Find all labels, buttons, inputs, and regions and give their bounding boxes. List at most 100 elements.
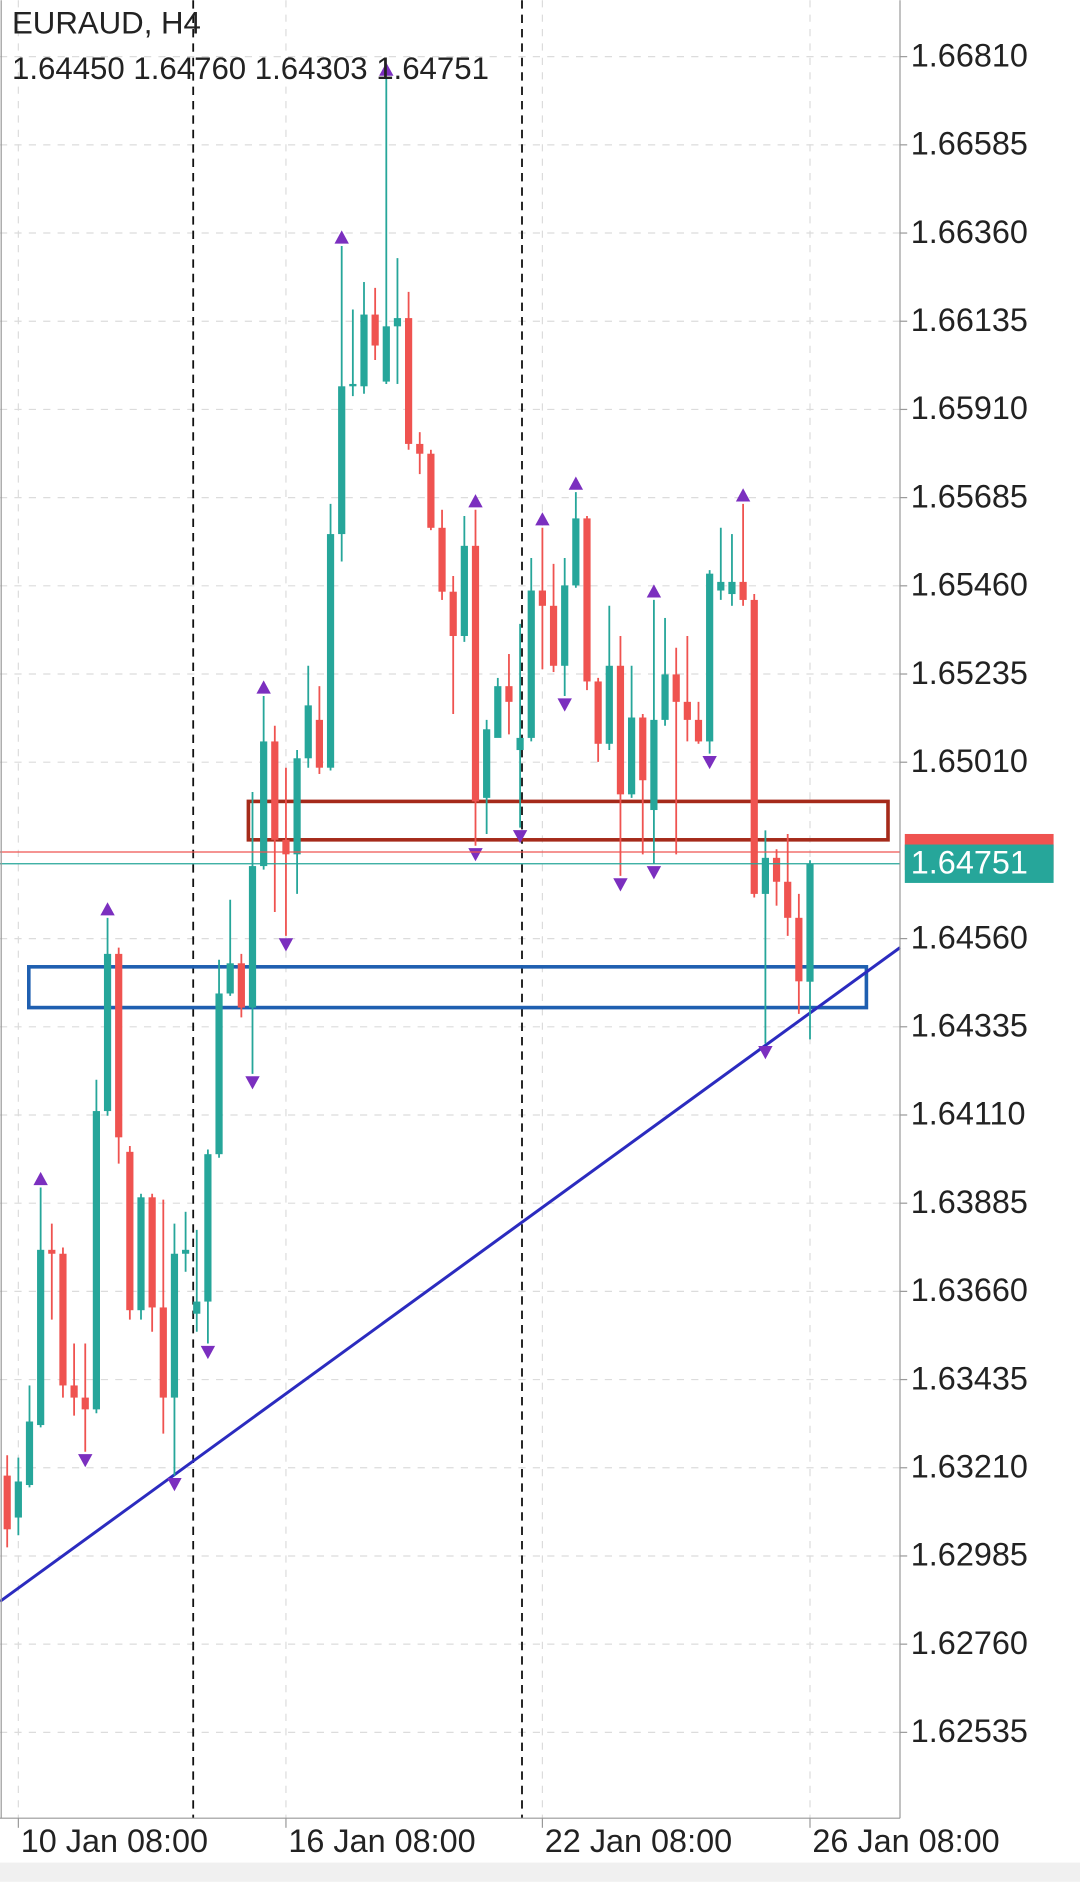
fractal-up xyxy=(568,476,584,490)
fractal-up xyxy=(379,62,394,76)
plot xyxy=(0,62,901,1603)
candle-body xyxy=(616,665,625,795)
candle-body xyxy=(594,681,602,744)
x-tick-label: 10 Jan 08:00 xyxy=(21,1823,208,1859)
candle-body xyxy=(371,314,379,346)
fractal-up xyxy=(334,230,349,244)
fractal-up xyxy=(256,680,271,694)
candle-body xyxy=(650,719,658,811)
candle-body xyxy=(672,674,680,702)
fractal-down xyxy=(512,830,528,844)
candle-body xyxy=(215,993,223,1155)
candle-body xyxy=(260,741,268,867)
candle-body xyxy=(14,1481,22,1518)
x-tick-label: 16 Jan 08:00 xyxy=(288,1823,475,1859)
candle-body xyxy=(48,1249,56,1254)
ohlc: 1.64450 1.64760 1.64303 1.64751 xyxy=(12,51,489,86)
candle-body xyxy=(628,717,636,795)
candle-body xyxy=(561,585,569,666)
fractal-up xyxy=(33,1171,48,1186)
y-tick-label: 1.64560 xyxy=(911,919,1028,955)
candle-body xyxy=(193,1301,201,1314)
fractal-up xyxy=(100,902,115,916)
candle-body xyxy=(137,1197,145,1311)
candle-body xyxy=(449,591,457,636)
candle-body xyxy=(438,527,446,592)
fractal-up xyxy=(735,488,751,502)
candle-body xyxy=(338,386,346,535)
candle-body xyxy=(182,1249,190,1254)
candle-body xyxy=(326,534,335,768)
zone xyxy=(26,965,869,1010)
y-tick-label: 1.65460 xyxy=(911,567,1028,603)
y-tick-label: 1.66360 xyxy=(911,214,1028,250)
candle-body xyxy=(25,1421,34,1486)
candle-body xyxy=(159,1307,167,1398)
candle-body xyxy=(706,573,714,742)
candle-body xyxy=(248,866,257,1008)
candle-body xyxy=(639,717,647,781)
candle-body xyxy=(538,590,546,606)
candle-body xyxy=(70,1385,78,1398)
candle-body xyxy=(527,590,535,738)
candle-body xyxy=(349,383,357,387)
y-tick-label: 1.63435 xyxy=(911,1360,1028,1396)
y-tick-label: 1.64335 xyxy=(911,1008,1028,1044)
candle-body xyxy=(427,453,435,528)
candle-body xyxy=(148,1197,156,1308)
candle-body xyxy=(694,719,703,742)
y-tick-label: 1.62535 xyxy=(911,1713,1028,1749)
candle-body xyxy=(405,318,413,444)
candle-body xyxy=(761,857,769,894)
candle-body xyxy=(59,1253,67,1386)
candle-body xyxy=(806,863,814,982)
price-tag xyxy=(904,844,1054,883)
y-tick-label: 1.64110 xyxy=(911,1096,1026,1132)
candle-body xyxy=(661,674,669,720)
fractal-down xyxy=(278,938,294,952)
candle-body xyxy=(3,1475,11,1530)
candle-body xyxy=(583,518,591,682)
candle-body xyxy=(293,758,301,855)
candle-body xyxy=(683,701,691,720)
candle-body xyxy=(572,518,580,586)
y-tick-label: 1.62760 xyxy=(911,1625,1028,1661)
candle-body xyxy=(750,599,758,894)
candle-body xyxy=(416,443,424,454)
y-tick-label: 1.66810 xyxy=(911,37,1028,73)
candle-body xyxy=(237,963,245,1008)
y-tick-label: 1.62985 xyxy=(911,1537,1028,1573)
y-tick-label: 1.65910 xyxy=(911,390,1028,426)
candle-body xyxy=(549,605,558,666)
fractal-up xyxy=(535,512,550,526)
fractal-down xyxy=(468,848,483,862)
x-tick-label: 22 Jan 08:00 xyxy=(545,1823,732,1859)
candle-body xyxy=(728,581,736,595)
y-tick-label: 1.63210 xyxy=(911,1449,1028,1485)
candle-body xyxy=(717,581,725,591)
candle-body xyxy=(170,1253,179,1398)
candle-body xyxy=(304,705,312,759)
candle-body xyxy=(772,857,781,882)
fractal-up xyxy=(468,494,483,508)
candle-body xyxy=(471,545,480,802)
candle-body xyxy=(271,741,279,840)
candle-body xyxy=(282,839,290,855)
y-tick-label: 1.63885 xyxy=(911,1184,1028,1220)
candle-body xyxy=(393,318,402,327)
candle-body xyxy=(483,729,491,798)
fractal-down xyxy=(613,878,628,892)
fractal-down xyxy=(200,1345,216,1360)
candle-body xyxy=(739,581,747,600)
x-tick-label: 26 Jan 08:00 xyxy=(812,1823,999,1859)
candle-body xyxy=(103,953,112,1112)
y-tick-label: 1.63660 xyxy=(911,1272,1028,1308)
candle-body xyxy=(204,1154,212,1302)
candle-body xyxy=(795,917,803,982)
candle-body xyxy=(382,326,390,382)
y-tick-label: 1.66585 xyxy=(911,126,1028,162)
fractal-down xyxy=(167,1478,182,1492)
symbol: EURAUD, H4 xyxy=(12,6,201,41)
candle-body xyxy=(81,1397,89,1410)
grid xyxy=(0,0,900,1819)
